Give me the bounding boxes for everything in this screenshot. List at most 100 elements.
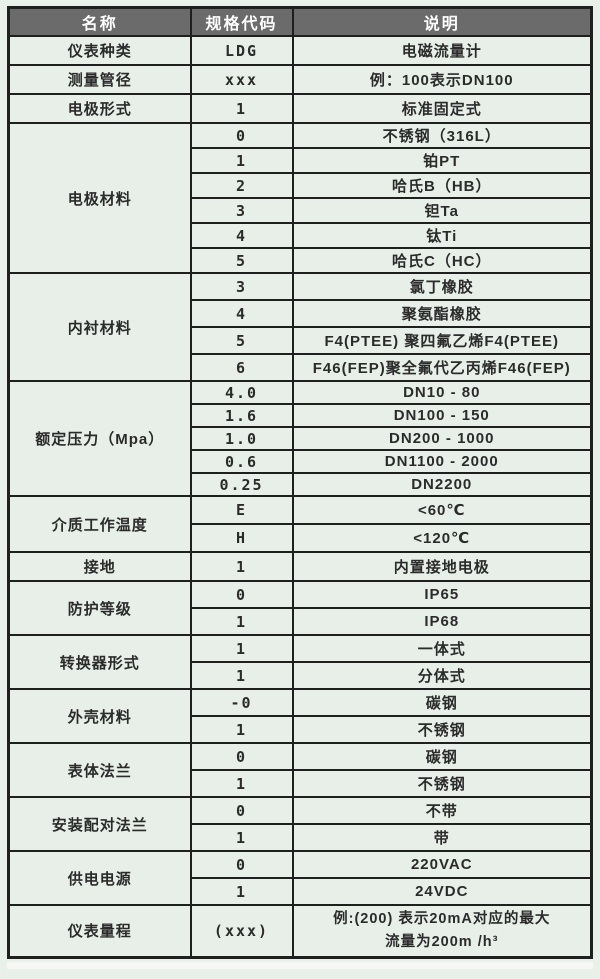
code-cell: 1 bbox=[189, 551, 294, 582]
table-row: 0.6 DN1100 - 2000 bbox=[9, 449, 593, 474]
group-name: 外壳材料 bbox=[7, 688, 192, 744]
desc-cell: 24VDC bbox=[291, 877, 593, 906]
desc-cell: 哈氏C（HC） bbox=[291, 247, 593, 274]
code-cell: -0 bbox=[189, 688, 294, 717]
desc-cell: 聚氨酯橡胶 bbox=[291, 299, 593, 328]
code-cell: 5 bbox=[189, 326, 294, 355]
code-cell: 0 bbox=[189, 796, 294, 825]
group-name: 电极形式 bbox=[7, 93, 192, 124]
desc-cell: DN10 - 80 bbox=[291, 380, 593, 405]
code-cell: 0 bbox=[189, 742, 294, 771]
code-cell: 1 bbox=[189, 607, 294, 636]
desc-cell: 钛Ti bbox=[291, 222, 593, 249]
table-row: 1 不锈钢 bbox=[9, 715, 593, 744]
desc-cell: 哈氏B（HB） bbox=[291, 172, 593, 199]
table-row: 电极材料 0 不锈钢（316L） bbox=[7, 122, 593, 274]
header-row: 名称 规格代码 说明 bbox=[7, 6, 593, 37]
header-desc: 说明 bbox=[291, 6, 593, 37]
code-cell: 0.6 bbox=[189, 449, 294, 474]
desc-cell: 不锈钢 bbox=[291, 715, 593, 744]
code-cell: 1 bbox=[189, 93, 294, 124]
table-row: 1 不锈钢 bbox=[9, 769, 593, 798]
table-row: 6 F46(FEP)聚全氟代乙丙烯F46(FEP) bbox=[9, 353, 593, 382]
desc-cell: 碳钢 bbox=[291, 742, 593, 771]
table-row: 1 带 bbox=[9, 823, 593, 852]
code-cell: 1.6 bbox=[189, 403, 294, 428]
table-row: 1.0 DN200 - 1000 bbox=[9, 426, 593, 451]
table-row: 4 聚氨酯橡胶 bbox=[9, 299, 593, 328]
code-cell: E bbox=[189, 495, 294, 525]
table-row: 额定压力（Mpa） 4.0 DN10 - 80 bbox=[7, 380, 593, 497]
desc-cell: <60℃ bbox=[291, 495, 593, 525]
code-cell: 1 bbox=[189, 147, 294, 174]
code-cell: 1 bbox=[189, 634, 294, 663]
table-row: 内衬材料 3 氯丁橡胶 bbox=[7, 272, 593, 382]
code-cell: 3 bbox=[189, 272, 294, 301]
bottom-margin bbox=[7, 961, 593, 969]
desc-cell: 钽Ta bbox=[291, 197, 593, 224]
table-row: H <120℃ bbox=[9, 523, 593, 553]
desc-cell: 例：100表示DN100 bbox=[291, 64, 593, 95]
group-name: 额定压力（Mpa） bbox=[7, 380, 192, 497]
table-row: 转换器形式 1 一体式 bbox=[7, 634, 593, 690]
desc-cell: 不带 bbox=[291, 796, 593, 825]
desc-cell: IP65 bbox=[291, 580, 593, 609]
table-row: 外壳材料 -0 碳钢 bbox=[7, 688, 593, 744]
group-name: 仪表量程 bbox=[7, 904, 192, 958]
header-name: 名称 bbox=[7, 6, 192, 37]
code-cell: 4 bbox=[189, 222, 294, 249]
desc-cell: 不锈钢 bbox=[291, 769, 593, 798]
desc-cell: F4(PTEE) 聚四氟乙烯F4(PTEE) bbox=[291, 326, 593, 355]
desc-cell: 电磁流量计 bbox=[291, 35, 593, 66]
table-row: 安装配对法兰 0 不带 bbox=[7, 796, 593, 852]
desc-cell: IP68 bbox=[291, 607, 593, 636]
header-code: 规格代码 bbox=[189, 6, 294, 37]
desc-cell: DN2200 bbox=[291, 472, 593, 497]
code-cell: 4 bbox=[189, 299, 294, 328]
group-name: 转换器形式 bbox=[7, 634, 192, 690]
desc-cell: F46(FEP)聚全氟代乙丙烯F46(FEP) bbox=[291, 353, 593, 382]
desc-cell: <120℃ bbox=[291, 523, 593, 553]
code-cell: 0 bbox=[189, 580, 294, 609]
code-cell: 0 bbox=[189, 122, 294, 149]
code-cell: 0 bbox=[189, 850, 294, 879]
table-row: 3 钽Ta bbox=[9, 197, 593, 224]
table-row: 电极形式 1 标准固定式 bbox=[7, 93, 593, 124]
code-cell: xxx bbox=[189, 64, 294, 95]
table-row: 1 24VDC bbox=[9, 877, 593, 906]
group-name: 防护等级 bbox=[7, 580, 192, 636]
desc-cell: 铂PT bbox=[291, 147, 593, 174]
code-cell: 3 bbox=[189, 197, 294, 224]
table-row: 仪表量程 (xxx) 例:(200) 表示20mA对应的最大 流量为200m /… bbox=[7, 904, 593, 958]
desc-cell: 例:(200) 表示20mA对应的最大 流量为200m /h³ bbox=[291, 904, 593, 958]
code-cell: (xxx) bbox=[189, 904, 294, 958]
desc-cell: 220VAC bbox=[291, 850, 593, 879]
table-row: 1 IP68 bbox=[9, 607, 593, 636]
table-row: 0.25 DN2200 bbox=[9, 472, 593, 497]
group-name: 内衬材料 bbox=[7, 272, 192, 382]
code-cell: 0.25 bbox=[189, 472, 294, 497]
table-row: 1 分体式 bbox=[9, 661, 593, 690]
desc-cell: 带 bbox=[291, 823, 593, 852]
code-cell: 6 bbox=[189, 353, 294, 382]
table-header: 名称 规格代码 说明 bbox=[7, 6, 593, 37]
desc-cell: 内置接地电极 bbox=[291, 551, 593, 582]
group-name: 仪表种类 bbox=[7, 35, 192, 66]
code-cell: 4.0 bbox=[189, 380, 294, 405]
table-row: 接地 1 内置接地电极 bbox=[7, 551, 593, 582]
table-row: 仪表种类 LDG 电磁流量计 bbox=[7, 35, 593, 66]
code-cell: 5 bbox=[189, 247, 294, 274]
group-name: 表体法兰 bbox=[7, 742, 192, 798]
code-cell: LDG bbox=[189, 35, 294, 66]
group-name: 测量管径 bbox=[7, 64, 192, 95]
table-row: 供电电源 0 220VAC bbox=[7, 850, 593, 906]
table-row: 5 F4(PTEE) 聚四氟乙烯F4(PTEE) bbox=[9, 326, 593, 355]
desc-cell: 一体式 bbox=[291, 634, 593, 663]
group-name: 供电电源 bbox=[7, 850, 192, 906]
code-cell: 1 bbox=[189, 823, 294, 852]
code-cell: 1 bbox=[189, 769, 294, 798]
desc-cell: DN100 - 150 bbox=[291, 403, 593, 428]
spec-table: 名称 规格代码 说明 仪表种类 LDG 电磁流量计 测量管径 xxx 例：100… bbox=[7, 6, 593, 959]
table-row: 防护等级 0 IP65 bbox=[7, 580, 593, 636]
